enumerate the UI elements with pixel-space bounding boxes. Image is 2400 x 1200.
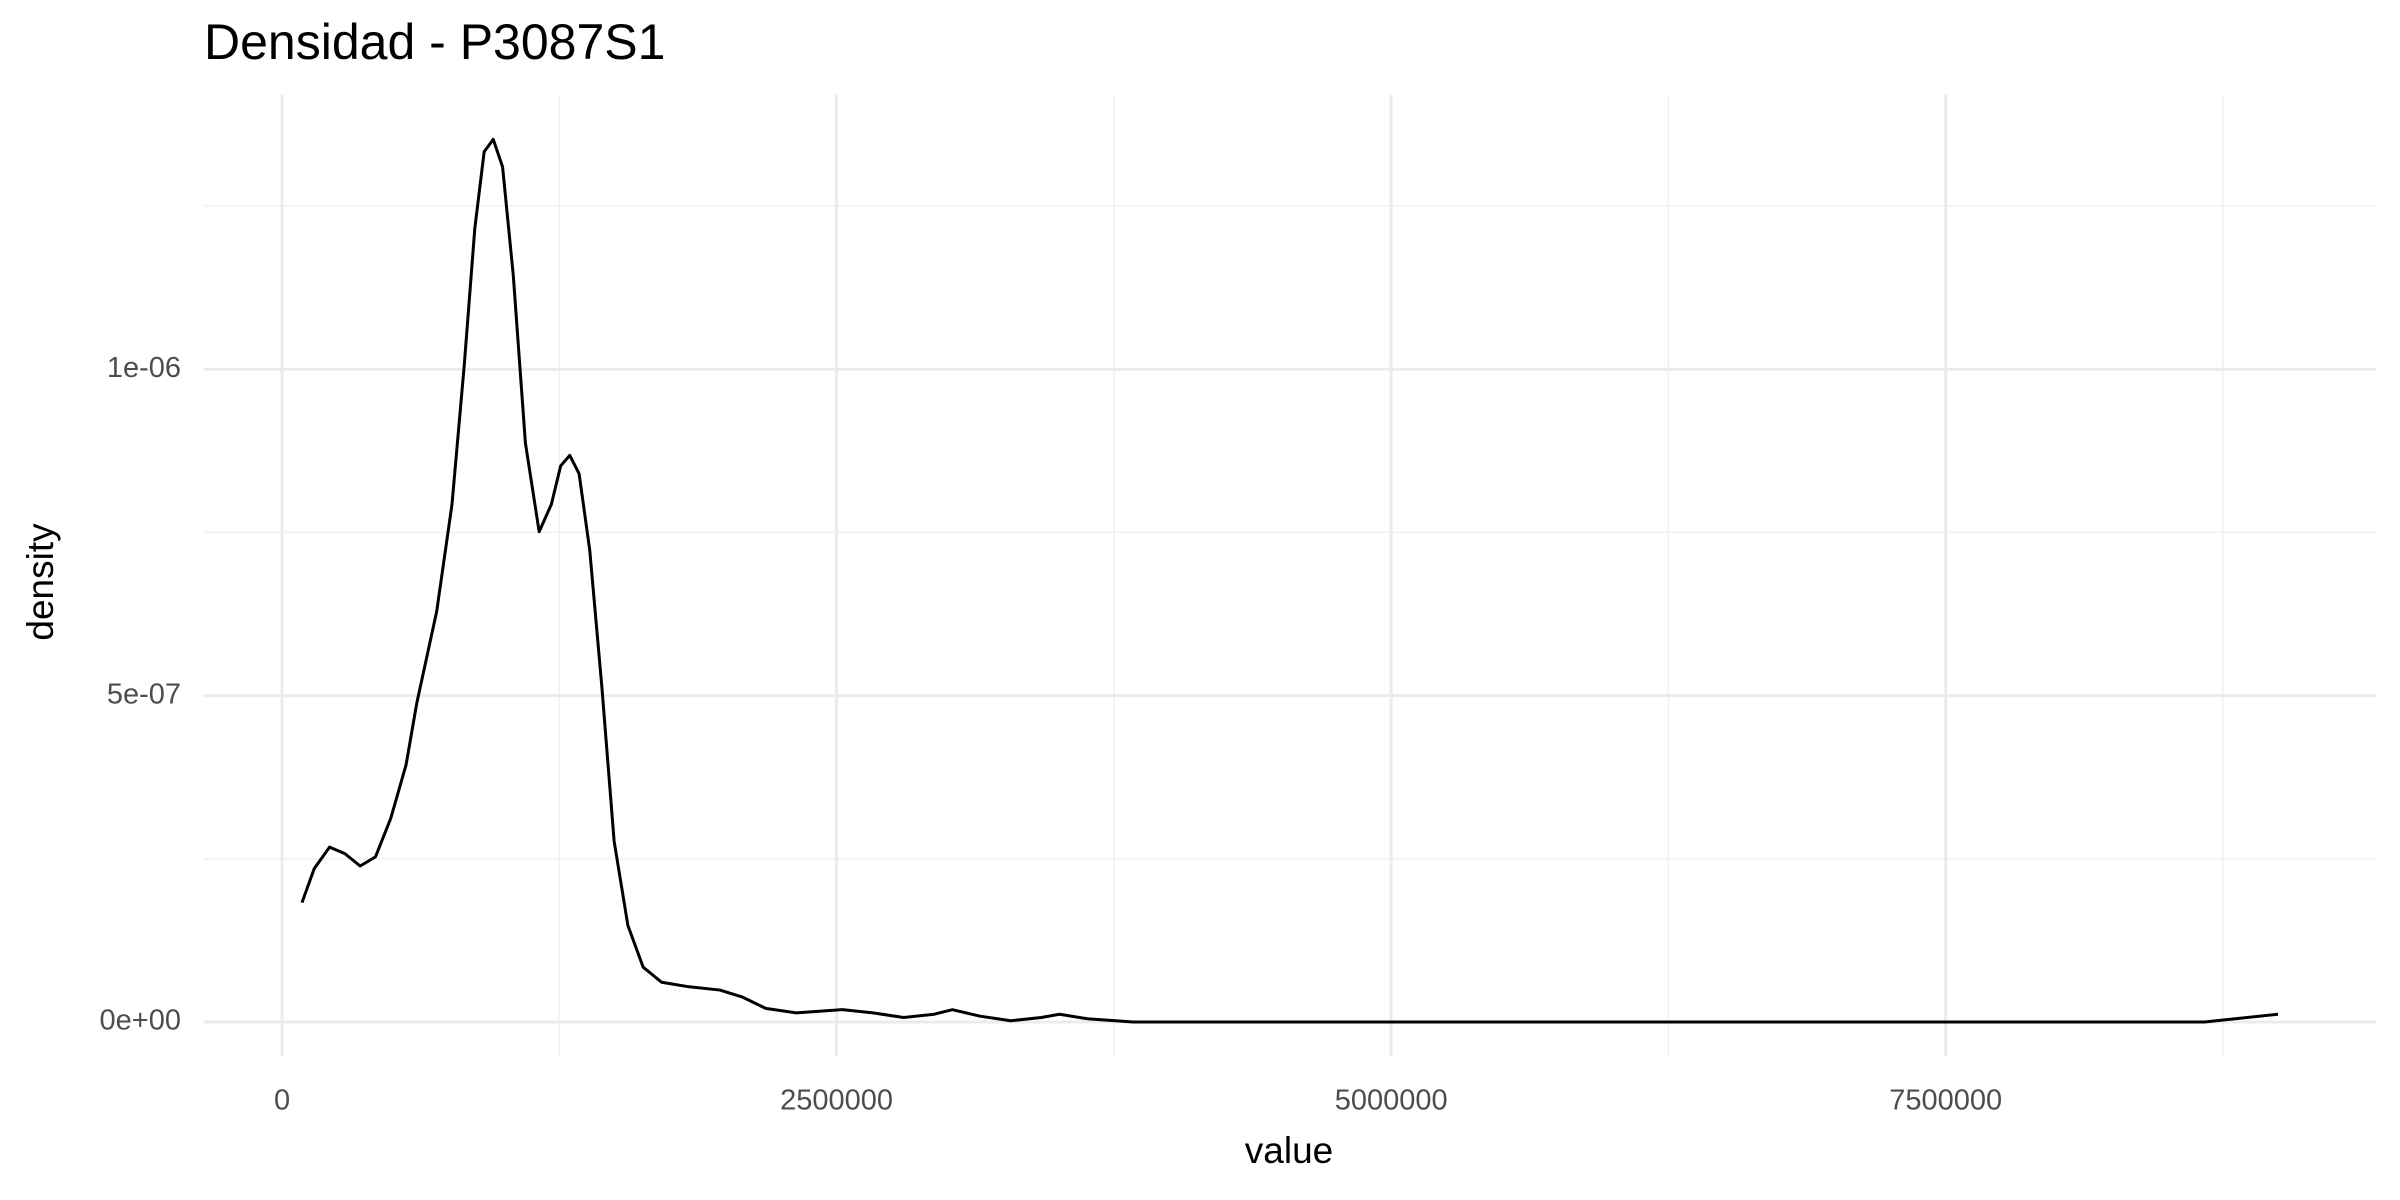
chart-title: Densidad - P3087S1 xyxy=(204,14,665,70)
x-tick-label: 7500000 xyxy=(1889,1085,2002,1117)
x-tick-label: 2500000 xyxy=(780,1085,893,1117)
y-tick-label: 5e-07 xyxy=(107,678,181,710)
y-axis-title: density xyxy=(20,523,61,641)
y-tick-label: 0e+00 xyxy=(100,1005,181,1037)
x-axis-title: value xyxy=(1245,1130,1333,1171)
x-tick-label: 5000000 xyxy=(1335,1085,1448,1117)
y-tick-label: 1e-06 xyxy=(107,352,181,384)
x-tick-label: 0 xyxy=(274,1085,290,1117)
density-line xyxy=(300,137,2279,1024)
